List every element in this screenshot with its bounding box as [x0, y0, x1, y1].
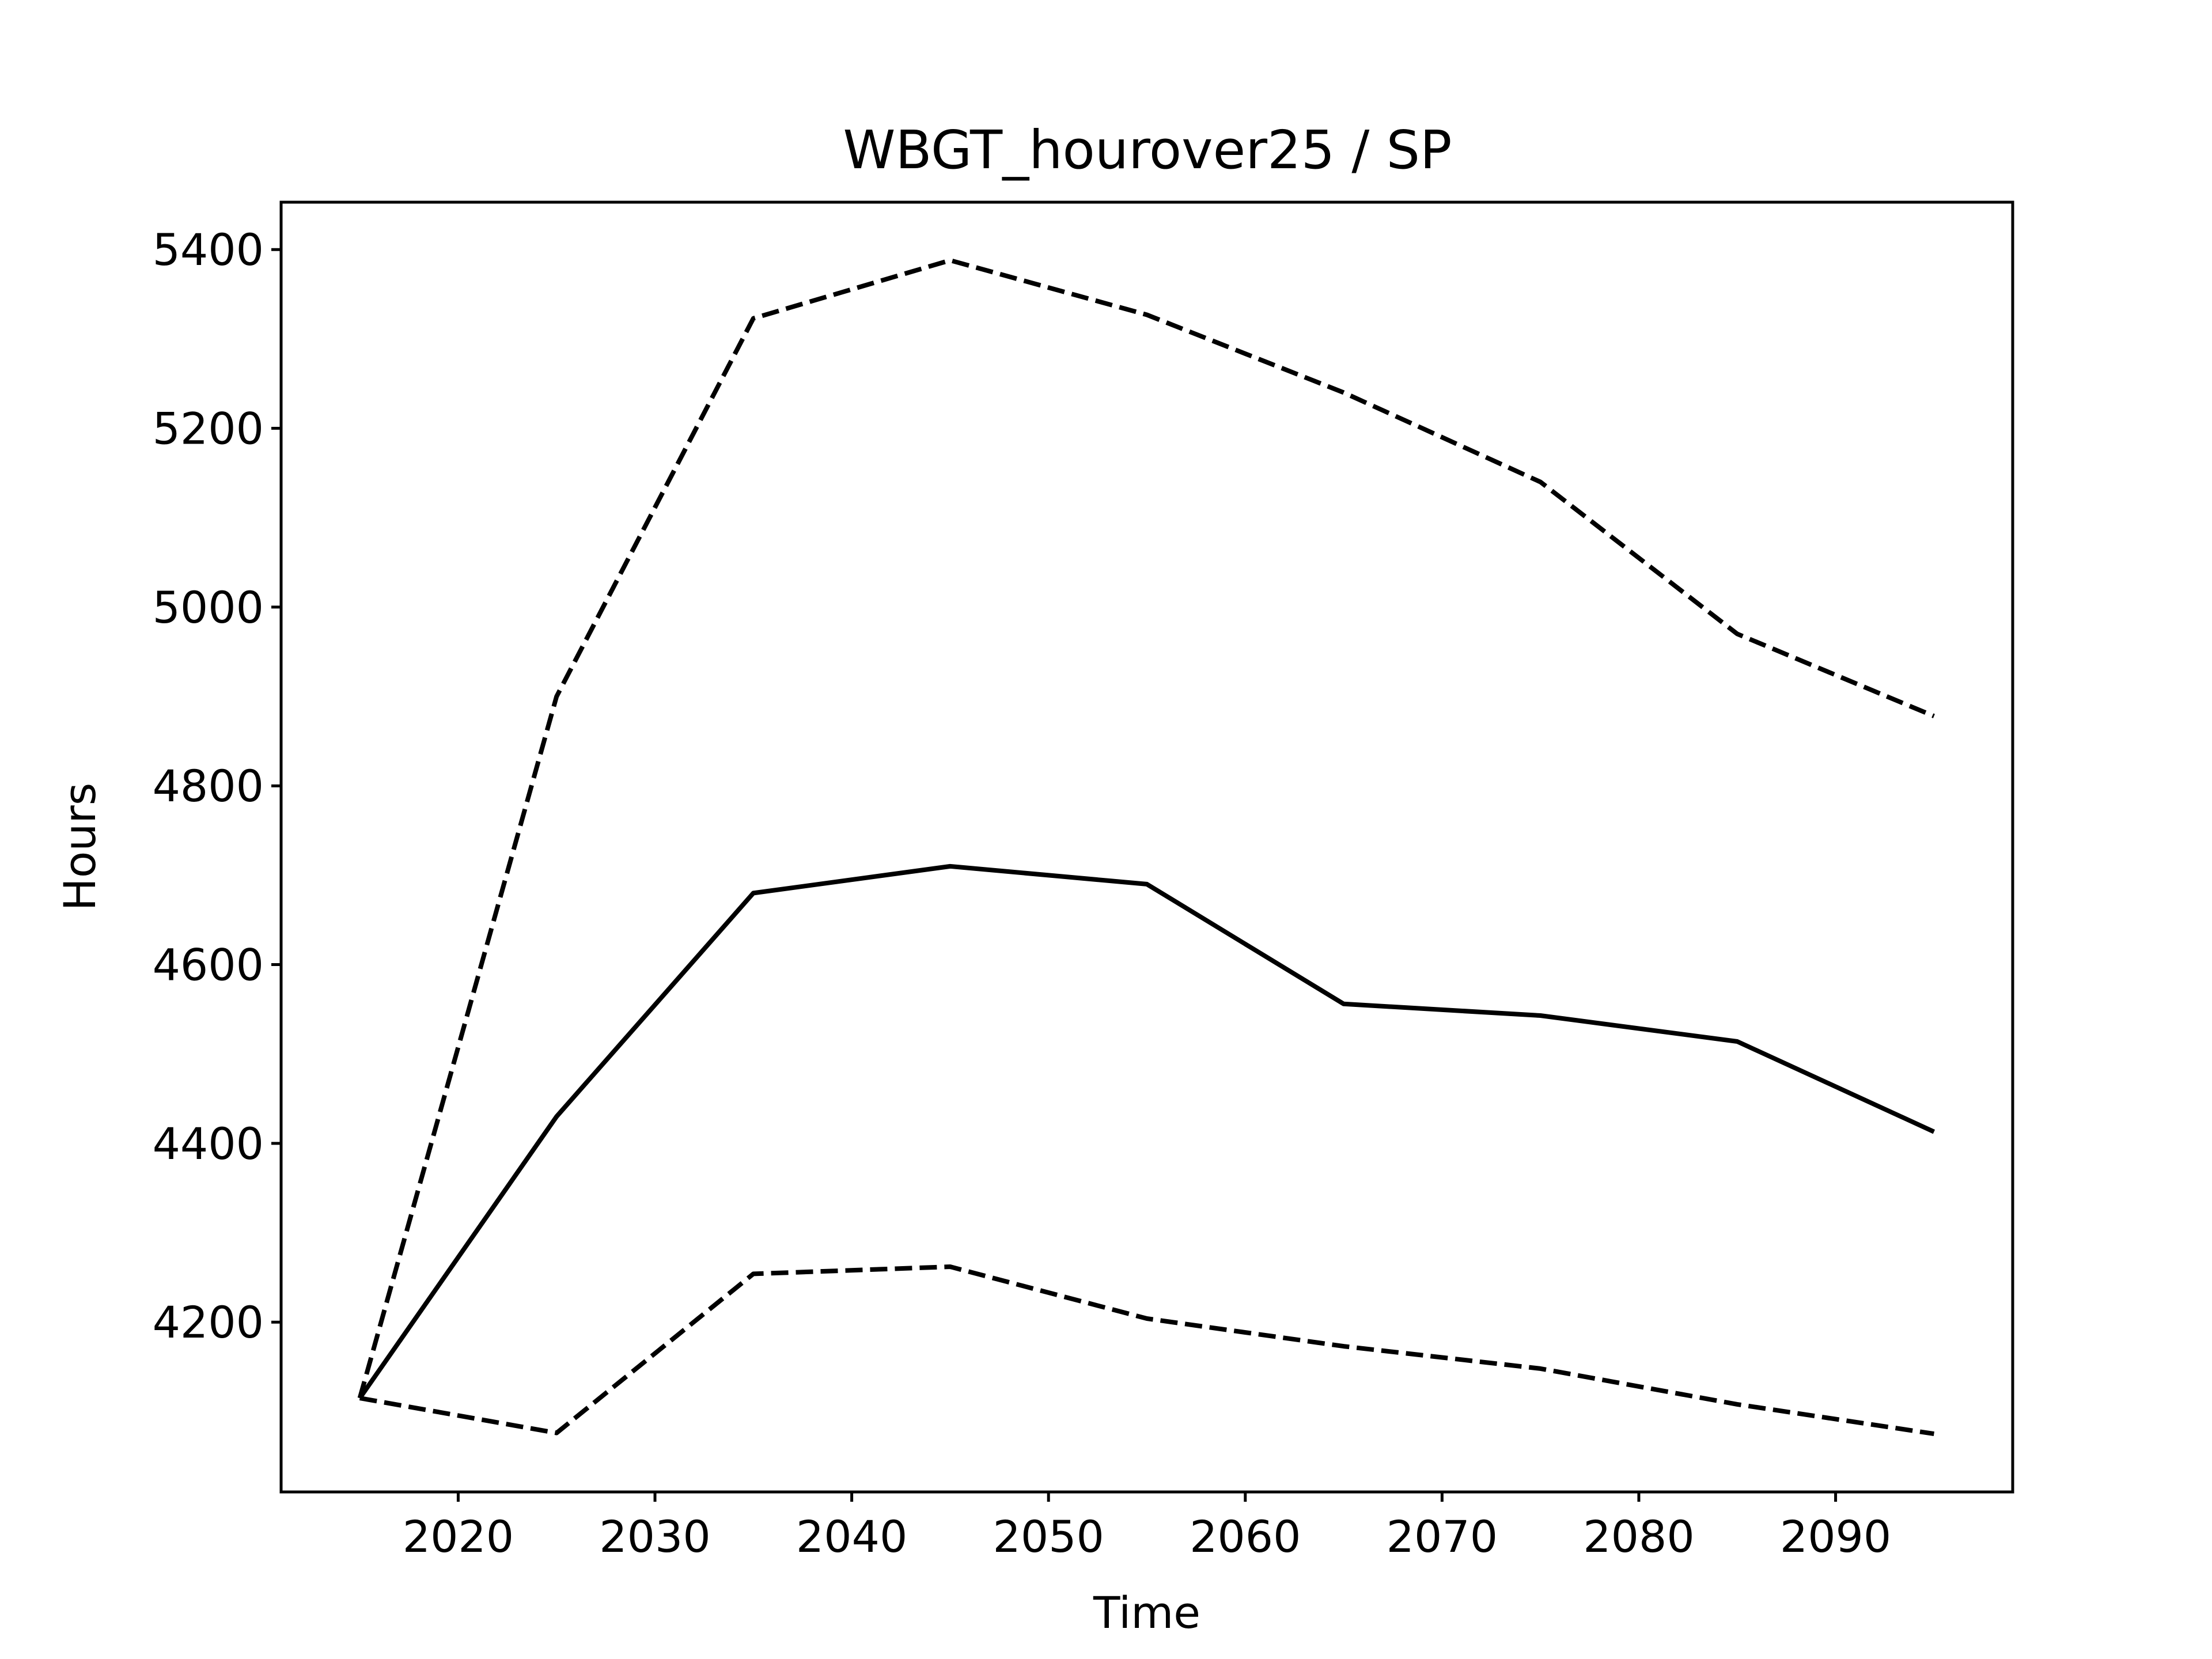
x-tick-label: 2030 [599, 1511, 710, 1562]
x-tick-label: 2050 [993, 1511, 1104, 1562]
x-tick-label: 2070 [1387, 1511, 1498, 1562]
chart-title: WBGT_hourover25 / SP [843, 119, 1452, 181]
series-layer [357, 257, 1936, 1437]
x-tick-label: 2060 [1190, 1511, 1301, 1562]
y-tick-label: 5000 [153, 582, 264, 633]
x-tick-label: 2020 [403, 1511, 514, 1562]
x-tick-label: 2080 [1583, 1511, 1694, 1562]
y-axis-ticks: 4200 4400 4600 4800 5000 5200 5400 [153, 224, 281, 1348]
x-tick-label: 2090 [1780, 1511, 1891, 1562]
x-axis-ticks: 2020 2030 2040 2050 2060 2070 2080 2090 [403, 1492, 1891, 1562]
y-tick-label: 5200 [153, 403, 264, 454]
series-line-median [358, 863, 1936, 1400]
y-tick-label: 4400 [153, 1118, 264, 1169]
y-tick-label: 4800 [153, 760, 264, 812]
y-axis-label: Hours [54, 783, 105, 911]
series-line-lower [359, 1264, 1934, 1437]
plot-frame [279, 200, 2014, 1494]
series-line-upper [357, 257, 1935, 1399]
y-tick-label: 4600 [153, 940, 264, 991]
x-tick-label: 2040 [796, 1511, 907, 1562]
x-axis-label: Time [1093, 1587, 1200, 1638]
y-tick-label: 5400 [153, 224, 264, 275]
y-tick-label: 4200 [153, 1297, 264, 1348]
